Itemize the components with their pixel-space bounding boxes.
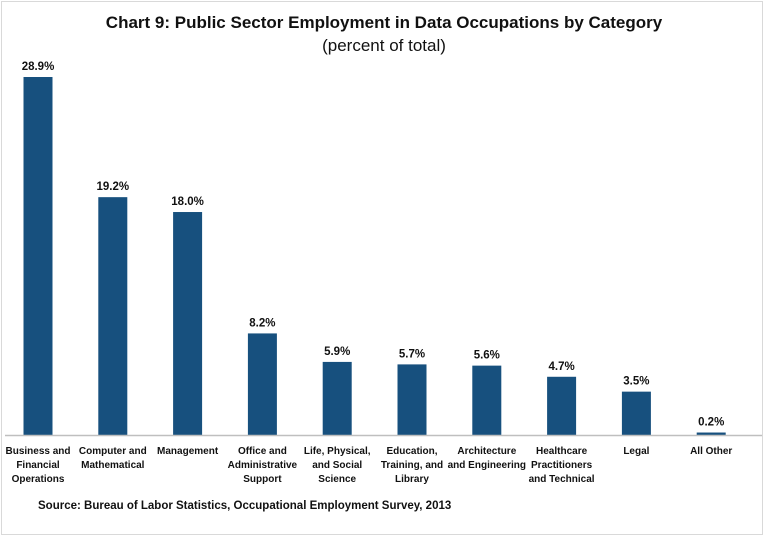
data-label: 28.9%	[22, 61, 55, 73]
data-label: 18.0%	[171, 196, 204, 208]
chart-frame	[1, 1, 763, 535]
bar	[472, 365, 502, 435]
x-tick-label: Office and	[238, 446, 287, 457]
data-label: 3.5%	[623, 376, 649, 388]
x-tick-label: Science	[318, 474, 356, 485]
data-label: 4.7%	[548, 361, 574, 373]
data-label: 5.6%	[474, 350, 500, 362]
x-tick-label: Training, and	[381, 460, 443, 471]
bar	[621, 391, 651, 435]
bar	[23, 77, 53, 435]
x-tick-label: Legal	[623, 446, 649, 457]
bar	[98, 197, 128, 435]
x-tick-label: Administrative	[228, 460, 298, 471]
bar	[547, 376, 577, 435]
x-tick-label: Operations	[12, 474, 65, 485]
bar	[696, 432, 726, 435]
x-tick-label: Business and	[5, 446, 70, 457]
x-tick-label: Life, Physical,	[304, 446, 371, 457]
x-tick-label: Mathematical	[81, 460, 145, 471]
data-label: 8.2%	[249, 317, 275, 329]
x-tick-label: Financial	[16, 460, 60, 471]
x-tick-label: Library	[395, 474, 429, 485]
data-label: 5.7%	[399, 348, 425, 360]
data-label: 0.2%	[698, 417, 724, 429]
x-tick-label: Practitioners	[531, 460, 593, 471]
bar	[397, 364, 427, 435]
x-tick-label: Architecture	[457, 446, 516, 457]
bar	[173, 212, 203, 435]
x-tick-label: Computer and	[79, 446, 147, 457]
data-label: 19.2%	[96, 181, 129, 193]
source-note: Source: Bureau of Labor Statistics, Occu…	[38, 500, 452, 512]
chart-subtitle: (percent of total)	[322, 36, 446, 55]
x-tick-label: and Social	[312, 460, 362, 471]
data-label: 5.9%	[324, 346, 350, 358]
x-tick-label: All Other	[690, 446, 732, 457]
x-tick-label: Healthcare	[536, 446, 588, 457]
x-tick-label: Management	[157, 446, 219, 457]
chart-title: Chart 9: Public Sector Employment in Dat…	[105, 13, 663, 32]
x-tick-label: Education,	[386, 446, 437, 457]
x-tick-label: Support	[243, 474, 282, 485]
x-tick-label: and Engineering	[448, 460, 526, 471]
x-tick-label: and Technical	[529, 474, 595, 485]
bar	[322, 361, 352, 435]
bar	[247, 333, 277, 435]
